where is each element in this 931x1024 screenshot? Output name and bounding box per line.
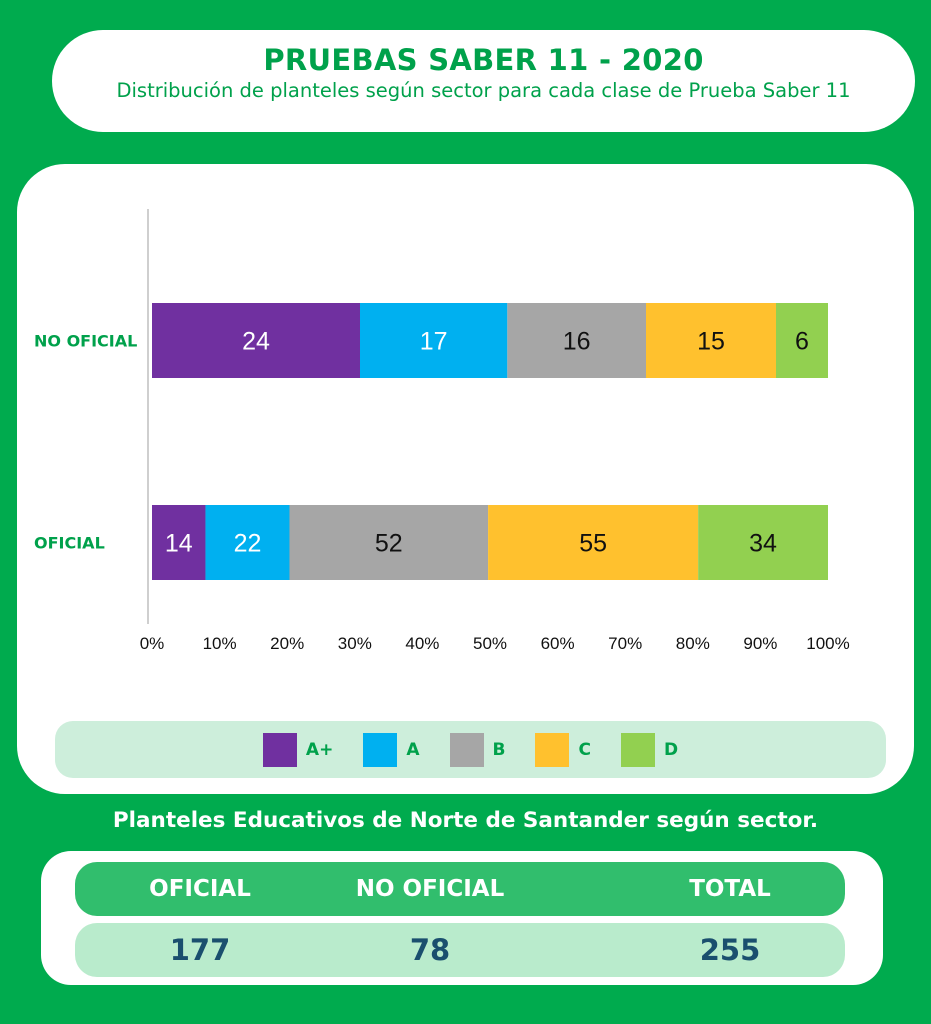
data-label: 55 bbox=[579, 530, 607, 558]
bar-segment bbox=[152, 303, 360, 378]
data-label: 22 bbox=[234, 530, 262, 558]
legend-swatch bbox=[363, 732, 398, 767]
data-label: 17 bbox=[420, 328, 448, 356]
legend-item: C bbox=[535, 732, 591, 767]
bar-segment bbox=[360, 303, 508, 378]
category-label: OFICIAL bbox=[34, 534, 105, 553]
legend-label: A+ bbox=[305, 739, 334, 760]
chart-subtitle: Distribución de planteles según sector p… bbox=[116, 79, 851, 102]
legend-swatch bbox=[262, 732, 297, 767]
value-total: 255 bbox=[699, 933, 761, 967]
legend-label: C bbox=[578, 739, 591, 760]
legend-label: B bbox=[492, 739, 506, 760]
legend-label: A bbox=[406, 739, 420, 760]
legend-item: B bbox=[449, 732, 506, 767]
summary-header-row: OFICIAL NO OFICIAL TOTAL bbox=[75, 862, 845, 916]
x-tick-label: 90% bbox=[743, 634, 777, 653]
bar-segment bbox=[488, 505, 699, 580]
summary-table: OFICIAL NO OFICIAL TOTAL 177 78 255 bbox=[41, 851, 883, 985]
x-tick-label: 60% bbox=[541, 634, 575, 653]
chart-card: 24 17 16 15 6 NO OFICIAL 14 22 52 55 34 OFICIAL 0% 10… bbox=[17, 164, 914, 794]
legend-swatch bbox=[620, 732, 655, 767]
data-label: 24 bbox=[242, 328, 270, 356]
category-label: NO OFICIAL bbox=[34, 332, 137, 351]
bar-segment bbox=[776, 303, 828, 378]
x-tick-label: 80% bbox=[676, 634, 710, 653]
data-label: 52 bbox=[375, 530, 403, 558]
summary-caption: Planteles Educativos de Norte de Santand… bbox=[112, 808, 819, 833]
legend-item: D bbox=[620, 732, 679, 767]
x-tick-label: 30% bbox=[338, 634, 372, 653]
data-label: 14 bbox=[165, 530, 193, 558]
bar-segment bbox=[646, 303, 776, 378]
bar-segment bbox=[152, 505, 206, 580]
stacked-bar-chart: 24 17 16 15 6 NO OFICIAL 14 22 52 55 34 OFICIAL 0% 10… bbox=[34, 209, 850, 653]
title-card: PRUEBAS SABER 11 - 2020 Distribución de … bbox=[52, 30, 915, 132]
data-label: 34 bbox=[749, 530, 777, 558]
value-no-oficial: 78 bbox=[409, 933, 451, 967]
chart-legend: A+ A B C D bbox=[55, 721, 886, 778]
bar-segment bbox=[205, 505, 290, 580]
summary-values-row: 177 78 255 bbox=[75, 923, 845, 977]
legend-item: A bbox=[363, 732, 420, 767]
legend-swatch bbox=[449, 732, 484, 767]
data-label: 6 bbox=[795, 328, 809, 356]
x-tick-label: 20% bbox=[270, 634, 304, 653]
legend-swatch bbox=[535, 732, 570, 767]
legend-item: A+ bbox=[262, 732, 334, 767]
x-tick-label: 70% bbox=[608, 634, 642, 653]
x-tick-label: 40% bbox=[405, 634, 439, 653]
header-no-oficial: NO OFICIAL bbox=[355, 876, 505, 902]
x-tick-label: 0% bbox=[140, 634, 165, 653]
bar-segment bbox=[507, 303, 646, 378]
data-label: 15 bbox=[697, 328, 725, 356]
header-total: TOTAL bbox=[689, 876, 771, 902]
bar-segment bbox=[289, 505, 489, 580]
value-oficial: 177 bbox=[169, 933, 231, 967]
x-tick-label: 50% bbox=[473, 634, 507, 653]
chart-title: PRUEBAS SABER 11 - 2020 bbox=[263, 43, 704, 77]
header-oficial: OFICIAL bbox=[149, 876, 251, 902]
data-label: 16 bbox=[563, 328, 591, 356]
bar-segment bbox=[698, 505, 828, 580]
x-tick-label: 10% bbox=[203, 634, 237, 653]
x-tick-label: 100% bbox=[806, 634, 849, 653]
legend-label: D bbox=[663, 739, 679, 760]
